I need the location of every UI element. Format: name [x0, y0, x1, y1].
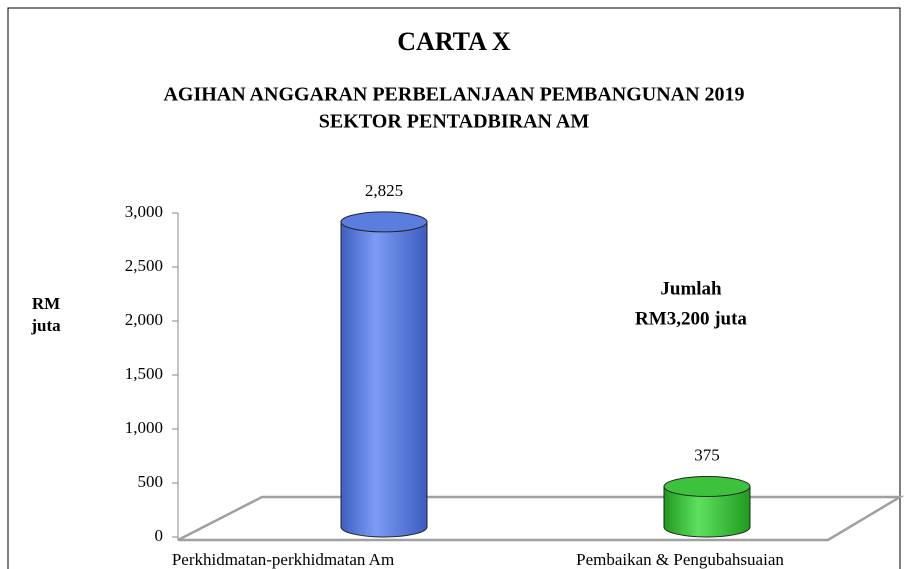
- chart-subtitle: SEKTOR PENTADBIRAN AM: [319, 111, 590, 133]
- y-tick-label: 1,500: [125, 364, 163, 383]
- y-axis-label: juta: [30, 316, 61, 335]
- y-axis-label: RM: [32, 294, 60, 313]
- annotation: Jumlah: [660, 278, 722, 299]
- y-tick-label: 2,000: [125, 310, 163, 329]
- chart-subtitle: AGIHAN ANGGARAN PERBELANJAAN PEMBANGUNAN…: [163, 84, 744, 106]
- bar-top: [340, 211, 428, 233]
- y-tick-label: 0: [155, 526, 164, 545]
- y-tick-label: 500: [138, 472, 164, 491]
- y-tick-label: 1,000: [125, 418, 163, 437]
- data-label: 375: [694, 445, 720, 464]
- bar: [340, 221, 428, 538]
- x-tick-label: Perkhidmatan-perkhidmatan Am: [172, 550, 394, 569]
- x-tick-label: Pembaikan & Pengubahsuaian: [576, 550, 784, 569]
- bar: [663, 486, 751, 538]
- floor: [177, 495, 905, 542]
- y-tick-label: 2,500: [125, 256, 163, 275]
- y-tick-label: 3,000: [125, 202, 163, 221]
- annotation: RM3,200 juta: [635, 308, 747, 329]
- chart-title: CARTA X: [397, 27, 511, 56]
- data-label: 2,825: [365, 181, 403, 200]
- frame: [7, 7, 901, 569]
- bar-top: [663, 476, 751, 497]
